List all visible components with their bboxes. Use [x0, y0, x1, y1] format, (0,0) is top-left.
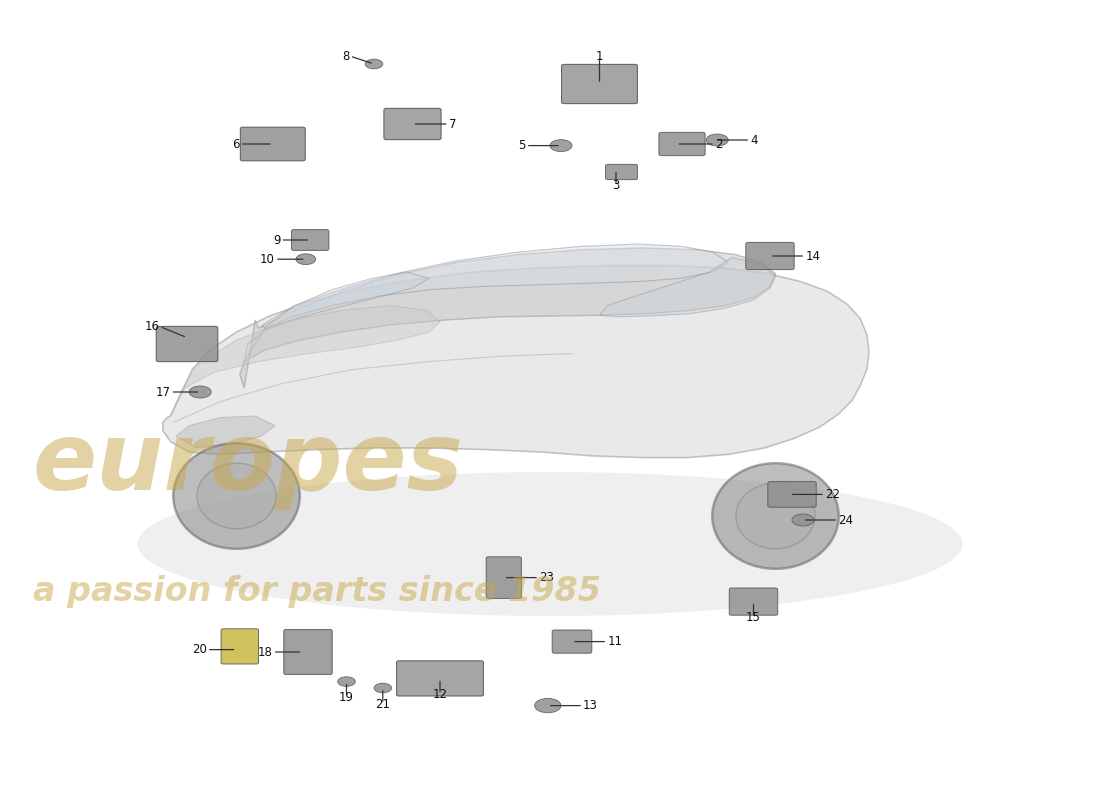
Text: 3: 3: [613, 179, 619, 192]
FancyBboxPatch shape: [284, 630, 332, 674]
Text: 10: 10: [260, 253, 275, 266]
Ellipse shape: [792, 514, 814, 526]
Ellipse shape: [706, 134, 728, 146]
Text: 24: 24: [838, 514, 854, 526]
Text: 9: 9: [273, 234, 280, 246]
FancyBboxPatch shape: [605, 164, 638, 179]
FancyBboxPatch shape: [729, 588, 778, 615]
Text: europes: europes: [33, 418, 464, 510]
FancyBboxPatch shape: [486, 557, 521, 598]
FancyBboxPatch shape: [221, 629, 258, 664]
FancyBboxPatch shape: [552, 630, 592, 653]
Ellipse shape: [550, 139, 572, 152]
FancyBboxPatch shape: [384, 108, 441, 139]
Text: a passion for parts since 1985: a passion for parts since 1985: [33, 575, 601, 609]
Text: 23: 23: [539, 571, 554, 584]
Text: 2: 2: [715, 138, 723, 150]
Polygon shape: [170, 306, 440, 416]
Text: 4: 4: [750, 134, 758, 146]
Ellipse shape: [736, 483, 815, 549]
Text: 11: 11: [607, 635, 623, 648]
Ellipse shape: [197, 463, 276, 529]
FancyBboxPatch shape: [292, 230, 329, 250]
Ellipse shape: [138, 472, 962, 616]
Text: 21: 21: [375, 698, 390, 710]
Ellipse shape: [174, 443, 299, 549]
Text: 18: 18: [257, 646, 273, 658]
Polygon shape: [176, 416, 275, 448]
Text: 16: 16: [144, 320, 159, 333]
Polygon shape: [262, 244, 728, 328]
Text: 1: 1: [596, 50, 603, 62]
FancyBboxPatch shape: [768, 482, 816, 507]
FancyBboxPatch shape: [562, 64, 638, 103]
Text: 19: 19: [339, 691, 354, 704]
Ellipse shape: [374, 683, 392, 693]
Polygon shape: [244, 272, 429, 362]
FancyBboxPatch shape: [659, 132, 705, 155]
Text: 20: 20: [191, 643, 207, 656]
Polygon shape: [600, 258, 775, 317]
FancyBboxPatch shape: [156, 326, 218, 362]
Ellipse shape: [713, 463, 838, 569]
Ellipse shape: [338, 677, 355, 686]
Ellipse shape: [365, 59, 383, 69]
Polygon shape: [240, 248, 776, 388]
Text: 14: 14: [805, 250, 821, 262]
Ellipse shape: [189, 386, 211, 398]
Text: 12: 12: [432, 688, 448, 701]
Ellipse shape: [296, 254, 316, 265]
Text: 15: 15: [746, 611, 761, 624]
FancyBboxPatch shape: [746, 242, 794, 270]
Text: 22: 22: [825, 488, 840, 501]
FancyBboxPatch shape: [240, 127, 305, 161]
Text: 5: 5: [518, 139, 526, 152]
Text: 6: 6: [232, 138, 240, 150]
FancyBboxPatch shape: [397, 661, 484, 696]
Polygon shape: [163, 266, 869, 458]
Ellipse shape: [535, 698, 561, 713]
Text: 17: 17: [155, 386, 170, 398]
Text: 7: 7: [449, 118, 456, 130]
Text: 8: 8: [342, 50, 350, 62]
Text: 13: 13: [583, 699, 598, 712]
